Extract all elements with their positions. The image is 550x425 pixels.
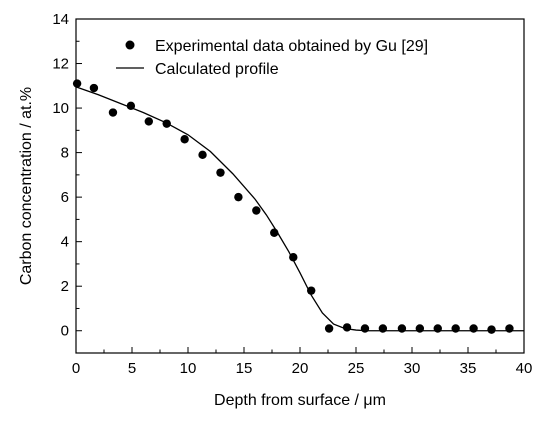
- data-point: [342, 323, 352, 332]
- x-tick-label: 10: [180, 360, 197, 377]
- data-point: [415, 324, 425, 333]
- legend: Experimental data obtained by Gu [29] Ca…: [116, 38, 428, 78]
- y-axis-title: Carbon concentration / at.%: [18, 87, 35, 285]
- data-point: [469, 324, 478, 333]
- plot-frame: [75, 18, 525, 354]
- data-point: [487, 325, 496, 334]
- data-point: [234, 192, 243, 202]
- tick-labels-group: 0 5 10 15 20 25 30 35 40 0 2 4 6 8 10 12 14: [52, 11, 532, 377]
- x-tick-label: 40: [516, 360, 533, 377]
- data-point: [378, 324, 388, 333]
- legend-label-calculated: Calculated profile: [155, 61, 279, 78]
- data-point: [397, 324, 407, 333]
- legend-label-experimental: Experimental data obtained by Gu [29]: [155, 38, 428, 55]
- y-tick-label: 2: [61, 278, 69, 295]
- data-point: [144, 117, 153, 126]
- x-axis-title: Depth from surface / μm: [214, 392, 386, 409]
- series-group: [72, 79, 524, 334]
- legend-marker-experimental: [125, 40, 135, 50]
- data-point: [72, 79, 82, 88]
- x-tick-label: 0: [72, 360, 80, 377]
- x-tick-label: 25: [348, 360, 365, 377]
- x-tick-label: 15: [236, 360, 253, 377]
- data-point: [360, 324, 370, 333]
- data-point: [108, 108, 118, 117]
- x-tick-label: 30: [404, 360, 421, 377]
- y-tick-label: 10: [52, 100, 69, 117]
- x-tick-label: 35: [460, 360, 477, 377]
- data-point: [451, 324, 460, 333]
- x-tick-label: 5: [128, 360, 136, 377]
- data-point: [252, 206, 261, 215]
- y-tick-label: 8: [61, 145, 69, 162]
- y-tick-label: 0: [61, 323, 69, 340]
- y-tick-label: 12: [52, 56, 69, 73]
- data-point: [180, 135, 189, 144]
- data-point: [307, 286, 316, 295]
- data-point: [198, 150, 207, 160]
- x-tick-label: 20: [292, 360, 309, 377]
- y-tick-label: 6: [61, 189, 69, 206]
- data-point: [433, 324, 442, 333]
- y-tick-label: 4: [61, 234, 69, 251]
- data-point: [324, 324, 334, 333]
- data-point: [505, 324, 514, 333]
- plot-frame-group: [75, 18, 525, 354]
- ticks-group: [75, 18, 525, 353]
- y-tick-label: 14: [52, 11, 69, 28]
- calculated-profile-line: [75, 86, 524, 332]
- data-point: [216, 168, 225, 177]
- data-point: [89, 83, 99, 93]
